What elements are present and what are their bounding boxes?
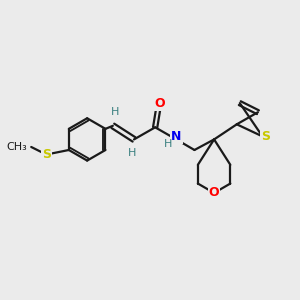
Text: N: N <box>171 130 181 143</box>
Text: S: S <box>261 130 270 143</box>
Text: H: H <box>128 148 137 158</box>
Text: CH₃: CH₃ <box>6 142 27 152</box>
Text: O: O <box>209 186 219 200</box>
Text: H: H <box>164 139 172 149</box>
Text: O: O <box>155 97 165 110</box>
Text: H: H <box>111 107 119 117</box>
Text: S: S <box>42 148 51 161</box>
